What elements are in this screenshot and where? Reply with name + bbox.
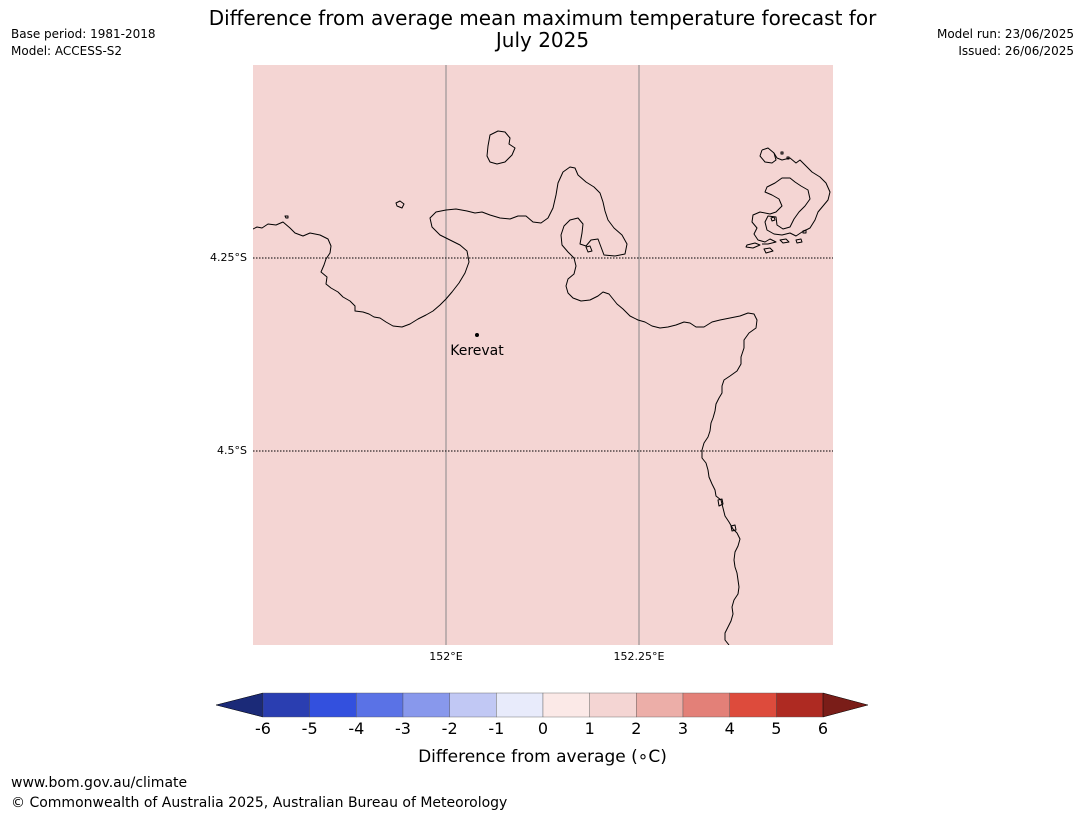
colorbar-bin [449,692,497,718]
colorbar-tick-label: -5 [301,719,318,738]
map-svg: Kerevat [253,65,833,645]
ne-islet-4 [795,238,803,244]
ne-islet-2 [763,247,774,254]
colorbar-bin [636,692,684,718]
se-islet-1 [717,498,724,507]
meta-left: Base period: 1981-2018 Model: ACCESS-S2 [11,26,156,60]
colorbar-extend-high [822,692,869,718]
footer-url[interactable]: www.bom.gov.au/climate [11,775,188,791]
kerevat-marker [475,333,479,337]
kerevat-label: Kerevat [450,343,504,359]
colorbar-bin [496,692,544,718]
issued-text: Issued: 26/06/2025 [958,44,1074,58]
colorbar-bin [729,692,777,718]
ne-islet-7 [780,151,784,155]
islet-far-west [284,215,289,219]
base-period-text: Base period: 1981-2018 [11,27,156,41]
colorbar-svg [215,692,869,718]
lat-label-4-25: 4.25°S [210,251,247,264]
anomaly-fill [253,65,833,645]
lon-label-152: 152°E [429,650,463,663]
coastline-main [253,166,758,645]
ne-islet-1 [745,242,761,249]
colorbar-tick-label: -3 [395,719,411,738]
forecast-map: Kerevat [253,65,833,645]
islet-near-bay [585,245,593,253]
colorbar-tick-label: 3 [677,719,689,738]
lat-label-4-5: 4.5°S [217,444,247,457]
colorbar-tick-label: 0 [537,719,549,738]
ne-island-main [751,147,831,245]
islet-west [395,200,405,209]
colorbar-tick-label: -1 [488,719,505,738]
colorbar-bin [262,692,310,718]
colorbar [215,692,871,724]
chart-title: Difference from average mean maximum tem… [0,7,1085,51]
title-line-2: July 2025 [495,28,590,52]
colorbar-bin [309,692,357,718]
colorbar-tick-label: 1 [584,719,595,738]
model-run-text: Model run: 23/06/2025 [936,27,1074,41]
ne-islet-8 [786,156,790,160]
colorbar-tick-label: 2 [631,719,642,738]
ne-island-loop [759,149,777,164]
colorbar-bin [356,692,404,718]
colorbar-extend-low [215,692,264,718]
colorbar-tick-label: -2 [441,719,458,738]
colorbar-bin [776,692,824,718]
island-north [486,130,516,165]
ne-islet-6 [802,229,807,234]
colorbar-bin [542,692,590,718]
ne-islet-5 [770,216,776,222]
colorbar-tick-label: 4 [724,719,735,738]
colorbar-tick-label: -6 [255,719,271,738]
colorbar-tick-label: -4 [348,719,365,738]
colorbar-bins [262,692,824,718]
title-line-1: Difference from average mean maximum tem… [208,6,877,30]
meta-right: Model run: 23/06/2025 Issued: 26/06/2025 [937,26,1074,60]
colorbar-bin [682,692,730,718]
colorbar-bin [402,692,450,718]
model-text: Model: ACCESS-S2 [11,44,123,58]
colorbar-bin [589,692,637,718]
footer-copyright: © Commonwealth of Australia 2025, Austra… [11,795,508,811]
se-islet-2 [730,524,737,532]
lon-label-152-25: 152.25°E [613,650,665,663]
colorbar-tick-label: 6 [817,719,829,738]
ne-islet-3 [779,238,790,244]
colorbar-title: Difference from average (∘C) [418,747,667,767]
colorbar-tick-label: 5 [771,719,782,738]
coastline [253,130,831,645]
